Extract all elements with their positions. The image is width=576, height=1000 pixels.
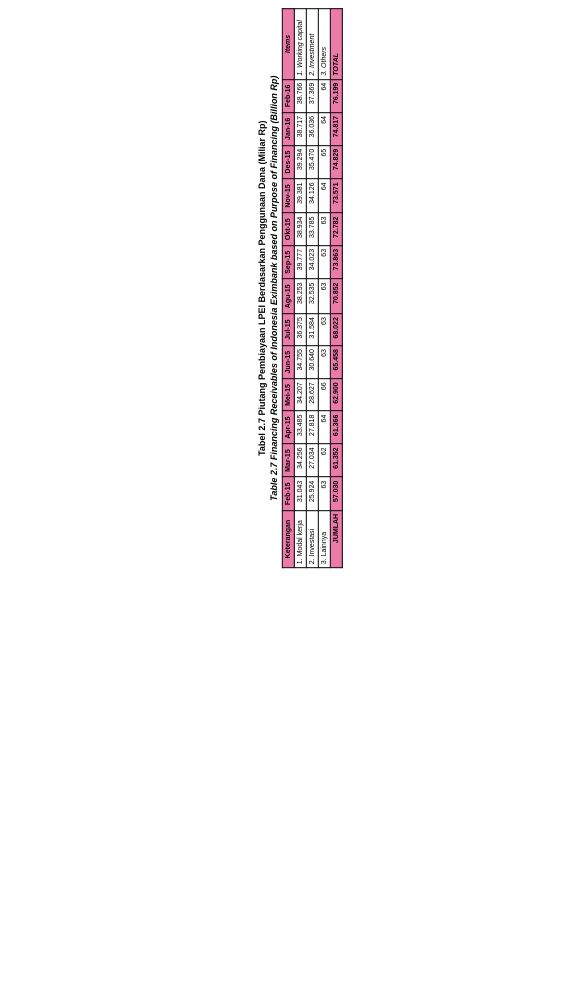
- col-header: Jan-16: [283, 112, 295, 145]
- col-header: Jun-15: [283, 345, 295, 378]
- cell: 34.256: [295, 444, 307, 477]
- col-header: Feb-16: [283, 79, 295, 112]
- cell: 34.126: [307, 179, 319, 213]
- t27-title: Tabel 2.7 Piutang Pembiayaan LPEI Berdas…: [257, 8, 269, 568]
- total-cell: 65.458: [331, 345, 343, 378]
- cell: 38.717: [295, 112, 307, 145]
- cell: 33.485: [295, 411, 307, 444]
- total-label: JUMLAH: [331, 510, 343, 567]
- cell: 39.294: [295, 145, 307, 179]
- col-header: Keterangan: [283, 510, 295, 567]
- cell: 38.253: [295, 279, 307, 314]
- col-header: Mei-15: [283, 379, 295, 411]
- item-cell: 3. Others: [319, 9, 331, 80]
- total-item: TOTAL: [331, 9, 343, 80]
- table-2-7: KeteranganFeb-15Mar-15Apr-15Mei-15Jun-15…: [282, 8, 343, 568]
- cell: 34.207: [295, 379, 307, 411]
- cell: 33.785: [307, 213, 319, 245]
- item-cell: 1. Working capital: [295, 9, 307, 80]
- total-cell: 62.900: [331, 379, 343, 411]
- total-cell: 57.030: [331, 477, 343, 510]
- total-cell: 61.352: [331, 444, 343, 477]
- cell: 31.584: [307, 313, 319, 345]
- t27-subtitle: Table 2.7 Financing Receivables of Indon…: [269, 8, 281, 568]
- col-header: Apr-15: [283, 411, 295, 444]
- cell: 64: [319, 79, 331, 112]
- cell: 38.934: [295, 213, 307, 245]
- row-label: 3. Lainnya: [319, 510, 331, 567]
- cell: 34.755: [295, 345, 307, 378]
- col-header: Des-15: [283, 145, 295, 179]
- cell: 35.470: [307, 145, 319, 179]
- cell: 39.381: [295, 179, 307, 213]
- cell: 63: [319, 245, 331, 279]
- cell: 39.777: [295, 245, 307, 279]
- row-label: 1. Modal kerja: [295, 510, 307, 567]
- col-header: Agu-15: [283, 279, 295, 314]
- cell: 64: [319, 179, 331, 213]
- col-header: Feb-15: [283, 477, 295, 510]
- table-2-7-block: Tabel 2.7 Piutang Pembiayaan LPEI Berdas…: [257, 8, 343, 568]
- cell: 38.766: [295, 79, 307, 112]
- total-cell: 70.852: [331, 279, 343, 314]
- total-cell: 73.863: [331, 245, 343, 279]
- col-header: Okt-15: [283, 213, 295, 245]
- cell: 25.924: [307, 477, 319, 510]
- col-header: Items: [283, 9, 295, 80]
- cell: 62: [319, 444, 331, 477]
- row-label: 2. Investasi: [307, 510, 319, 567]
- cell: 27.034: [307, 444, 319, 477]
- cell: 65: [319, 145, 331, 179]
- cell: 32.535: [307, 279, 319, 314]
- cell: 36.375: [295, 313, 307, 345]
- cell: 28.627: [307, 379, 319, 411]
- col-header: Sep-15: [283, 245, 295, 279]
- total-cell: 68.022: [331, 313, 343, 345]
- cell: 66: [319, 379, 331, 411]
- cell: 30.640: [307, 345, 319, 378]
- cell: 27.818: [307, 411, 319, 444]
- cell: 36.036: [307, 112, 319, 145]
- col-header: Jul-15: [283, 313, 295, 345]
- total-cell: 74.829: [331, 145, 343, 179]
- total-cell: 73.571: [331, 179, 343, 213]
- cell: 64: [319, 411, 331, 444]
- cell: 63: [319, 279, 331, 314]
- page: Tabel 2.7 Piutang Pembiayaan LPEI Berdas…: [0, 0, 576, 576]
- total-cell: 74.817: [331, 112, 343, 145]
- total-cell: 72.782: [331, 213, 343, 245]
- cell: 31.043: [295, 477, 307, 510]
- total-cell: 61.366: [331, 411, 343, 444]
- cell: 37.369: [307, 79, 319, 112]
- item-cell: 2. Investment: [307, 9, 319, 80]
- cell: 34.023: [307, 245, 319, 279]
- cell: 63: [319, 313, 331, 345]
- cell: 63: [319, 213, 331, 245]
- col-header: Mar-15: [283, 444, 295, 477]
- cell: 64: [319, 112, 331, 145]
- cell: 63: [319, 345, 331, 378]
- col-header: Nov-15: [283, 179, 295, 213]
- cell: 63: [319, 477, 331, 510]
- total-cell: 76.199: [331, 79, 343, 112]
